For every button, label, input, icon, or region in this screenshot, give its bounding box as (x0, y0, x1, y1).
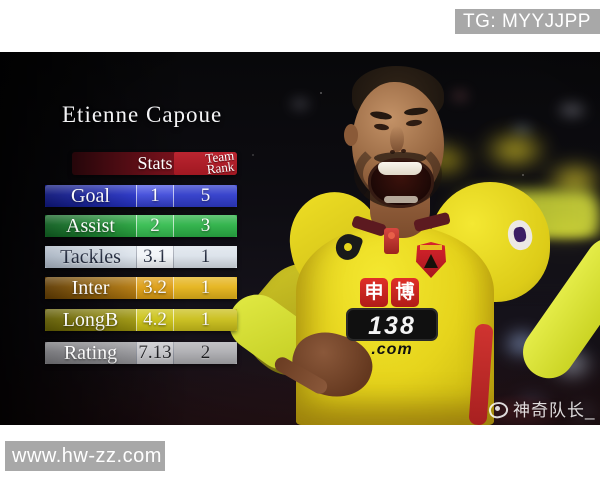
column-header-team-rank-text: Team Rank (174, 148, 238, 177)
shirt-sponsor-char: 申 (360, 278, 388, 307)
website-watermark-text: www.hw-zz.com (12, 445, 162, 467)
stats-table: Stats Team Rank Goal 1 5 Assist 2 3 Tackl… (45, 148, 238, 368)
cell-label: Goal (45, 185, 136, 207)
player-head (344, 66, 450, 212)
rank-label: Rank (205, 158, 236, 177)
cell-stat: 2 (136, 215, 174, 237)
table-row: Tackles 3.1 1 (45, 246, 237, 268)
website-watermark-bar: www.hw-zz.com (5, 441, 165, 471)
shirt-sponsor-char: 博 (391, 278, 419, 307)
cell-stat: 3.2 (136, 277, 174, 299)
column-header-team-rank: Team Rank (174, 148, 238, 177)
table-row: LongB 4.2 1 (45, 309, 237, 331)
cell-label: Rating (45, 342, 136, 364)
table-row: Inter 3.2 1 (45, 277, 237, 299)
cell-label: Tackles (45, 246, 136, 268)
player-upper-teeth (378, 162, 422, 175)
column-header-stats: Stats (137, 153, 173, 173)
cell-stat: 1 (136, 185, 174, 207)
cell-stat: 4.2 (136, 309, 174, 331)
shirt-collar-placket (384, 228, 399, 254)
telegram-watermark-text: TG: MYYJJPP (463, 11, 591, 32)
cell-rank: 1 (174, 246, 237, 268)
cell-rank: 3 (174, 215, 237, 237)
table-row: Assist 2 3 (45, 215, 237, 237)
shirt-sponsor-com: .com (371, 341, 413, 358)
cell-label: LongB (45, 309, 136, 331)
cell-rank: 2 (174, 342, 237, 364)
cell-stat: 3.1 (136, 246, 174, 268)
shirt-sponsor-138: 138 (346, 308, 438, 341)
cell-rank: 5 (174, 185, 237, 207)
player-name-title: Etienne Capoue (62, 102, 223, 127)
cell-stat: 7.13 (136, 342, 174, 364)
player-ear (344, 124, 358, 146)
weibo-watermark-text: 神奇队长_ (513, 401, 596, 420)
player-lower-teeth (384, 196, 418, 203)
table-row: Goal 1 5 (45, 185, 237, 207)
weibo-watermark: 神奇队长_ (488, 396, 595, 421)
table-row: Rating 7.13 2 (45, 342, 237, 364)
telegram-watermark-bar: TG: MYYJJPP (455, 9, 600, 34)
player-photo: 申 博 138 .com 神奇队长_ Etienne Capoue Stats … (0, 52, 600, 425)
table-header-row: Stats Team Rank (72, 148, 238, 177)
weibo-icon (488, 400, 509, 417)
cell-label: Assist (45, 215, 136, 237)
cell-rank: 1 (174, 309, 237, 331)
cell-label: Inter (45, 277, 136, 299)
cell-rank: 1 (174, 277, 237, 299)
